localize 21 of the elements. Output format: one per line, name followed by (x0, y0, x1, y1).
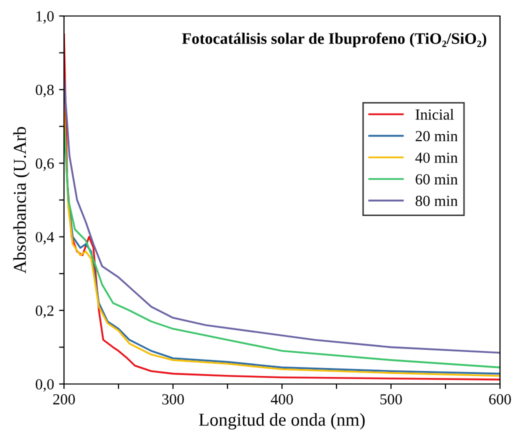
x-axis-title: Longitud de onda (nm) (199, 413, 365, 430)
y-tick-label: 0,2 (36, 306, 54, 318)
x-tick-label: 200 (53, 394, 75, 404)
legend-label: Inicial (416, 108, 454, 120)
x-tick-label: 400 (270, 394, 293, 404)
x-tick-label: 600 (489, 394, 511, 404)
text: Fotocatálisis solar de Ibuprofeno (TiO₂/SiO₂) (182, 32, 486, 48)
y-tick-label: 1,0 (36, 11, 54, 24)
y-tick-label: 0,0 (36, 379, 54, 392)
legend-label: 40 min (415, 152, 458, 163)
line-series (64, 78, 500, 354)
line-series (64, 33, 500, 380)
x-tick-label: 500 (380, 394, 402, 404)
legend-label: 20 min (416, 130, 458, 142)
x-tick-label: 300 (162, 394, 184, 404)
y-tick-label: 0,6 (36, 158, 54, 171)
y-tick-label: 0,8 (36, 84, 54, 98)
legend-label: 60 min (416, 174, 458, 184)
y-tick-label: 0,4 (36, 232, 54, 244)
y-axis-title: Absorbancia (U.Arb (13, 126, 30, 274)
legend-label: 80 min (416, 196, 458, 206)
